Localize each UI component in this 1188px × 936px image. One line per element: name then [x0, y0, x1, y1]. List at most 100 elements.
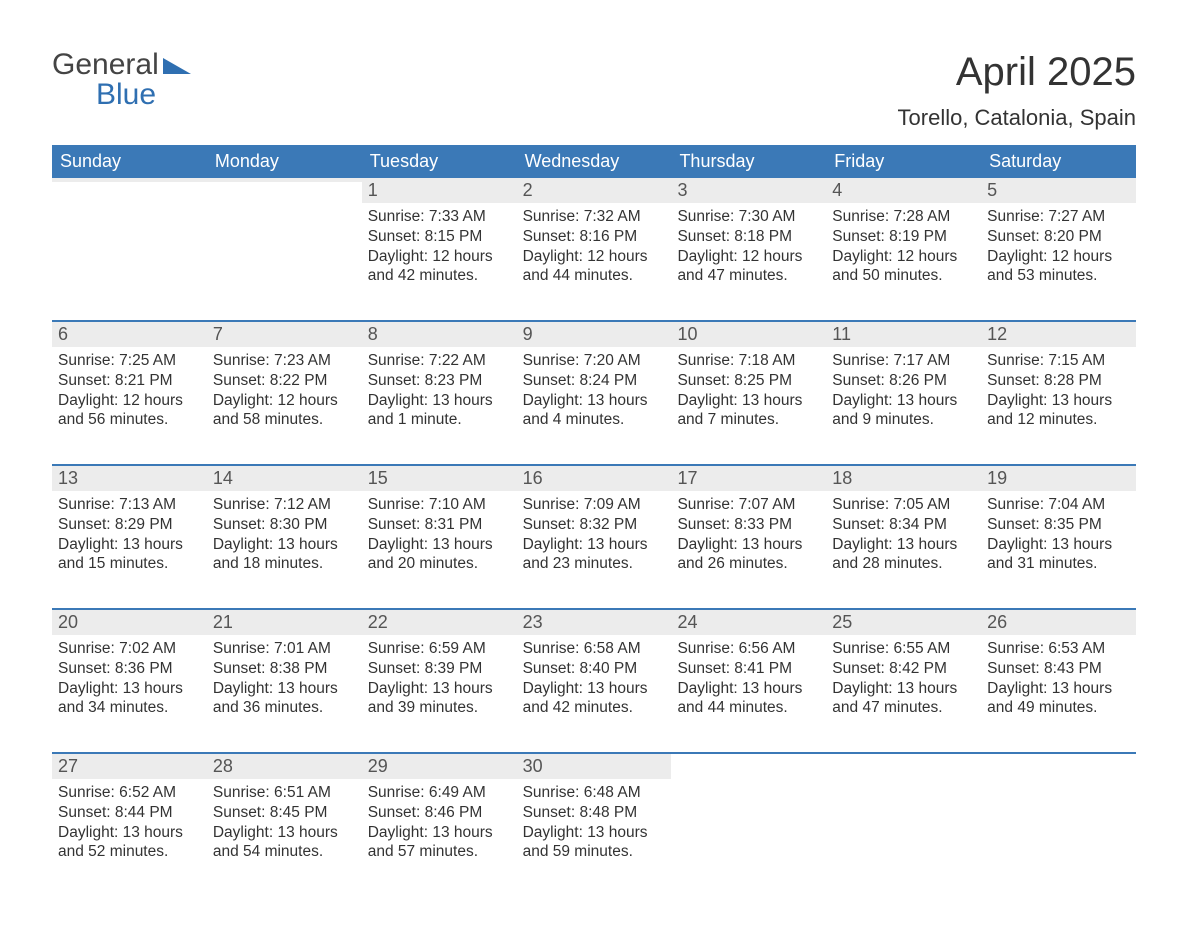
day-cell: 5Sunrise: 7:27 AMSunset: 8:20 PMDaylight…	[981, 178, 1136, 320]
day-cell: 7Sunrise: 7:23 AMSunset: 8:22 PMDaylight…	[207, 322, 362, 464]
day-number	[52, 178, 207, 182]
sunrise-text: Sunrise: 6:51 AM	[213, 783, 356, 803]
sunrise-text: Sunrise: 7:13 AM	[58, 495, 201, 515]
day2-text: and 49 minutes.	[987, 698, 1130, 718]
sunrise-text: Sunrise: 7:27 AM	[987, 207, 1130, 227]
day1-text: Daylight: 13 hours	[832, 391, 975, 411]
day-cell: 13Sunrise: 7:13 AMSunset: 8:29 PMDayligh…	[52, 466, 207, 608]
day-number: 1	[362, 178, 517, 203]
day2-text: and 20 minutes.	[368, 554, 511, 574]
day2-text: and 59 minutes.	[523, 842, 666, 862]
day1-text: Daylight: 13 hours	[368, 679, 511, 699]
sunset-text: Sunset: 8:34 PM	[832, 515, 975, 535]
day1-text: Daylight: 13 hours	[523, 679, 666, 699]
day-cell: 27Sunrise: 6:52 AMSunset: 8:44 PMDayligh…	[52, 754, 207, 896]
day-info: Sunrise: 7:05 AMSunset: 8:34 PMDaylight:…	[826, 491, 981, 588]
day-cell: 15Sunrise: 7:10 AMSunset: 8:31 PMDayligh…	[362, 466, 517, 608]
day-cell: 23Sunrise: 6:58 AMSunset: 8:40 PMDayligh…	[517, 610, 672, 752]
day-header: Saturday	[981, 145, 1136, 178]
sunset-text: Sunset: 8:33 PM	[677, 515, 820, 535]
day1-text: Daylight: 13 hours	[58, 823, 201, 843]
sunrise-text: Sunrise: 6:53 AM	[987, 639, 1130, 659]
sunrise-text: Sunrise: 7:01 AM	[213, 639, 356, 659]
day1-text: Daylight: 12 hours	[213, 391, 356, 411]
sunrise-text: Sunrise: 7:05 AM	[832, 495, 975, 515]
day-header: Wednesday	[517, 145, 672, 178]
day1-text: Daylight: 13 hours	[523, 535, 666, 555]
sunset-text: Sunset: 8:42 PM	[832, 659, 975, 679]
day-number	[671, 754, 826, 758]
sunrise-text: Sunrise: 7:02 AM	[58, 639, 201, 659]
sunset-text: Sunset: 8:48 PM	[523, 803, 666, 823]
sunrise-text: Sunrise: 7:32 AM	[523, 207, 666, 227]
week-row: 13Sunrise: 7:13 AMSunset: 8:29 PMDayligh…	[52, 464, 1136, 608]
day2-text: and 44 minutes.	[677, 698, 820, 718]
day1-text: Daylight: 13 hours	[832, 679, 975, 699]
day-cell: 29Sunrise: 6:49 AMSunset: 8:46 PMDayligh…	[362, 754, 517, 896]
day-number: 5	[981, 178, 1136, 203]
day-info: Sunrise: 7:23 AMSunset: 8:22 PMDaylight:…	[207, 347, 362, 444]
day-info: Sunrise: 7:33 AMSunset: 8:15 PMDaylight:…	[362, 203, 517, 300]
day-number	[826, 754, 981, 758]
sunrise-text: Sunrise: 7:22 AM	[368, 351, 511, 371]
day-cell: 11Sunrise: 7:17 AMSunset: 8:26 PMDayligh…	[826, 322, 981, 464]
day2-text: and 28 minutes.	[832, 554, 975, 574]
day-info: Sunrise: 6:59 AMSunset: 8:39 PMDaylight:…	[362, 635, 517, 732]
sunrise-text: Sunrise: 7:25 AM	[58, 351, 201, 371]
sunset-text: Sunset: 8:25 PM	[677, 371, 820, 391]
day2-text: and 23 minutes.	[523, 554, 666, 574]
day2-text: and 31 minutes.	[987, 554, 1130, 574]
day-info: Sunrise: 7:27 AMSunset: 8:20 PMDaylight:…	[981, 203, 1136, 300]
day-info: Sunrise: 7:25 AMSunset: 8:21 PMDaylight:…	[52, 347, 207, 444]
day-number: 4	[826, 178, 981, 203]
day1-text: Daylight: 13 hours	[213, 679, 356, 699]
sunset-text: Sunset: 8:30 PM	[213, 515, 356, 535]
day-number: 23	[517, 610, 672, 635]
day-info: Sunrise: 6:51 AMSunset: 8:45 PMDaylight:…	[207, 779, 362, 876]
day-cell: 1Sunrise: 7:33 AMSunset: 8:15 PMDaylight…	[362, 178, 517, 320]
day2-text: and 47 minutes.	[677, 266, 820, 286]
day-header: Sunday	[52, 145, 207, 178]
sunrise-text: Sunrise: 7:09 AM	[523, 495, 666, 515]
week-row: 20Sunrise: 7:02 AMSunset: 8:36 PMDayligh…	[52, 608, 1136, 752]
day-cell	[52, 178, 207, 320]
day-cell: 14Sunrise: 7:12 AMSunset: 8:30 PMDayligh…	[207, 466, 362, 608]
sunset-text: Sunset: 8:36 PM	[58, 659, 201, 679]
day1-text: Daylight: 13 hours	[58, 679, 201, 699]
day2-text: and 52 minutes.	[58, 842, 201, 862]
sunrise-text: Sunrise: 7:20 AM	[523, 351, 666, 371]
logo-line2: Blue	[96, 78, 156, 111]
day-number: 25	[826, 610, 981, 635]
sunrise-text: Sunrise: 7:10 AM	[368, 495, 511, 515]
day-number: 30	[517, 754, 672, 779]
day-cell: 18Sunrise: 7:05 AMSunset: 8:34 PMDayligh…	[826, 466, 981, 608]
sunrise-text: Sunrise: 7:07 AM	[677, 495, 820, 515]
day-number: 20	[52, 610, 207, 635]
day-info: Sunrise: 7:18 AMSunset: 8:25 PMDaylight:…	[671, 347, 826, 444]
day-cell	[826, 754, 981, 896]
week-row: 1Sunrise: 7:33 AMSunset: 8:15 PMDaylight…	[52, 178, 1136, 320]
month-title: April 2025	[898, 50, 1136, 95]
day1-text: Daylight: 13 hours	[677, 391, 820, 411]
day-number	[981, 754, 1136, 758]
day-cell: 30Sunrise: 6:48 AMSunset: 8:48 PMDayligh…	[517, 754, 672, 896]
sunset-text: Sunset: 8:43 PM	[987, 659, 1130, 679]
sunrise-text: Sunrise: 7:23 AM	[213, 351, 356, 371]
day-header: Thursday	[671, 145, 826, 178]
day1-text: Daylight: 12 hours	[523, 247, 666, 267]
day-number: 10	[671, 322, 826, 347]
day2-text: and 1 minute.	[368, 410, 511, 430]
sunset-text: Sunset: 8:15 PM	[368, 227, 511, 247]
day2-text: and 9 minutes.	[832, 410, 975, 430]
location: Torello, Catalonia, Spain	[898, 105, 1136, 131]
sunrise-text: Sunrise: 6:59 AM	[368, 639, 511, 659]
sunset-text: Sunset: 8:35 PM	[987, 515, 1130, 535]
sunset-text: Sunset: 8:19 PM	[832, 227, 975, 247]
day-number: 19	[981, 466, 1136, 491]
day1-text: Daylight: 13 hours	[523, 391, 666, 411]
day1-text: Daylight: 12 hours	[58, 391, 201, 411]
sunset-text: Sunset: 8:38 PM	[213, 659, 356, 679]
sunset-text: Sunset: 8:24 PM	[523, 371, 666, 391]
day-cell: 10Sunrise: 7:18 AMSunset: 8:25 PMDayligh…	[671, 322, 826, 464]
day-info: Sunrise: 7:12 AMSunset: 8:30 PMDaylight:…	[207, 491, 362, 588]
